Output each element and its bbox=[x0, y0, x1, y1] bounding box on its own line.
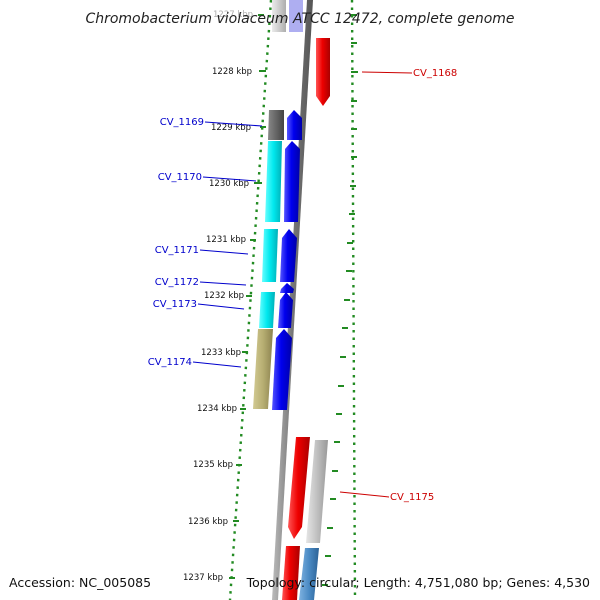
gene-label-cv1173[interactable]: CV_1173 bbox=[153, 299, 197, 310]
leader-cv1169 bbox=[204, 121, 263, 127]
ring-inner-boundary bbox=[228, 0, 273, 600]
tick-label: 1232 kbp bbox=[204, 291, 244, 301]
gene-label-cv1168[interactable]: CV_1168 bbox=[413, 68, 457, 79]
leader-cv1175 bbox=[339, 491, 390, 498]
tick-label: 1233 kbp bbox=[201, 348, 241, 358]
ring-outer-boundary bbox=[350, 0, 357, 600]
feature-block-cv1171 bbox=[262, 229, 278, 282]
leader-cv1168 bbox=[361, 71, 413, 74]
feature-block-cv1169 bbox=[268, 110, 284, 140]
tick-labels: 1227 kbp 1228 kbp 1229 kbp 1230 kbp 1231… bbox=[183, 10, 253, 583]
leader-cv1173 bbox=[197, 303, 245, 310]
feature-block-cv1175 bbox=[306, 440, 328, 543]
gene-cv1170-arrow[interactable] bbox=[284, 141, 300, 222]
gene-cv1171-arrow[interactable] bbox=[280, 229, 297, 282]
feature-block-top-blue bbox=[289, 0, 303, 32]
tick-label: 1237 kbp bbox=[183, 573, 223, 583]
inner-ticks bbox=[229, 14, 266, 579]
tick-label: 1231 kbp bbox=[206, 235, 246, 245]
feature-block-bottom-steel bbox=[299, 548, 319, 600]
diagram-title: Chromobacterium violaceum ATCC 12472, co… bbox=[85, 11, 514, 27]
feature-block-bottom-red bbox=[282, 546, 300, 600]
gene-label-cv1171[interactable]: CV_1171 bbox=[155, 245, 199, 256]
leader-cv1172 bbox=[199, 281, 247, 286]
accession-text: Accession: NC_005085 bbox=[9, 575, 151, 590]
tick-label: 1235 kbp bbox=[193, 460, 233, 470]
gene-label-cv1175[interactable]: CV_1175 bbox=[390, 492, 434, 503]
leader-cv1174 bbox=[192, 361, 242, 368]
tick-label: 1230 kbp bbox=[209, 179, 249, 189]
gene-label-cv1172[interactable]: CV_1172 bbox=[155, 277, 199, 288]
topology-text: Topology: circular; Length: 4,751,080 bp… bbox=[246, 575, 590, 590]
feature-block-top-gray bbox=[272, 0, 286, 32]
gene-cv1174-arrow[interactable] bbox=[272, 329, 292, 410]
gene-cv1169-arrow[interactable] bbox=[287, 110, 302, 140]
tick-label: 1229 kbp bbox=[211, 123, 251, 133]
feature-block-cv1170 bbox=[265, 141, 282, 222]
tick-label: 1234 kbp bbox=[197, 404, 237, 414]
tick-label: 1236 kbp bbox=[188, 517, 228, 527]
leader-cv1171 bbox=[199, 249, 249, 255]
gene-label-cv1174[interactable]: CV_1174 bbox=[148, 357, 192, 368]
leader-cv1170 bbox=[202, 176, 257, 182]
gene-cv1173-arrow[interactable] bbox=[278, 292, 293, 328]
gene-label-cv1169[interactable]: CV_1169 bbox=[160, 117, 204, 128]
feature-block-cv1174 bbox=[253, 329, 273, 409]
outer-ticks bbox=[322, 14, 358, 586]
tick-label: 1227 kbp bbox=[213, 10, 253, 20]
feature-block-cv1173 bbox=[259, 292, 275, 328]
gene-cv1175-arrow[interactable] bbox=[288, 437, 310, 539]
gene-cv1168-arrow[interactable] bbox=[316, 38, 330, 106]
gene-label-cv1170[interactable]: CV_1170 bbox=[158, 172, 202, 183]
tick-label: 1228 kbp bbox=[212, 67, 252, 77]
gene-cv1172-arrow[interactable] bbox=[280, 283, 294, 293]
